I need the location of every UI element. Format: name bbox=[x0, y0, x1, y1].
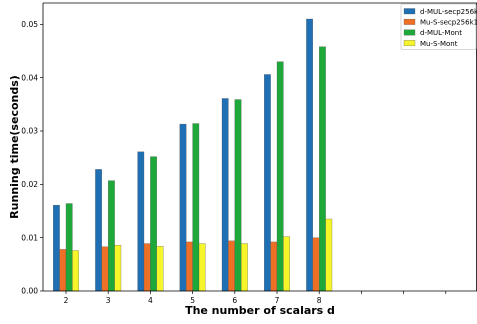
bars-layer bbox=[53, 18, 333, 292]
bar-mu-s-secp256k1-5 bbox=[186, 241, 193, 292]
bar-d-mul-secp256k-7 bbox=[264, 74, 271, 292]
bar-d-mul-mont-3 bbox=[108, 180, 115, 292]
legend-swatch bbox=[403, 29, 416, 36]
bar-mu-s-mont-7 bbox=[283, 236, 290, 292]
legend-swatch bbox=[403, 18, 416, 25]
x-tick-label: 7 bbox=[275, 296, 280, 305]
bar-mu-s-mont-6 bbox=[241, 243, 248, 292]
x-tick-label: 5 bbox=[190, 296, 195, 305]
bar-mu-s-secp256k1-2 bbox=[59, 249, 67, 292]
legend-swatch bbox=[403, 40, 416, 46]
bar-mu-s-mont-5 bbox=[198, 243, 206, 292]
bar-d-mul-secp256k-2 bbox=[53, 204, 60, 292]
bar-mu-s-secp256k1-8 bbox=[312, 237, 320, 292]
y-tick-label: 0.01 bbox=[21, 233, 38, 242]
bar-d-mul-mont-7 bbox=[276, 61, 284, 292]
y-tick-label: 0.04 bbox=[21, 73, 38, 82]
y-tick-label: 0.02 bbox=[21, 180, 38, 189]
bar-mu-s-secp256k1-6 bbox=[228, 240, 235, 292]
bar-d-mul-mont-4 bbox=[150, 156, 157, 292]
bar-d-mul-secp256k-8 bbox=[306, 18, 313, 292]
x-tick-label: 3 bbox=[106, 296, 111, 305]
bar-d-mul-secp256k-3 bbox=[95, 169, 102, 292]
x-axis-label: The number of scalars d bbox=[185, 304, 335, 317]
bar-d-mul-mont-2 bbox=[65, 203, 73, 292]
bar-d-mul-mont-5 bbox=[192, 123, 200, 292]
bar-mu-s-secp256k1-3 bbox=[101, 246, 109, 292]
legend-swatch bbox=[403, 8, 416, 15]
bar-mu-s-secp256k1-4 bbox=[143, 243, 151, 292]
x-tick-label: 8 bbox=[317, 296, 322, 305]
bar-d-mul-mont-6 bbox=[234, 99, 242, 292]
y-tick-label: 0.05 bbox=[21, 20, 38, 29]
legend-box bbox=[400, 3, 477, 50]
x-tick-label: 6 bbox=[232, 296, 237, 305]
bar-d-mul-secp256k-5 bbox=[179, 123, 187, 292]
legend-entry-label: Mu-S-Mont bbox=[420, 40, 458, 48]
bar-mu-s-mont-2 bbox=[72, 250, 79, 292]
legend-entry-label: d-MUL-Mont bbox=[420, 29, 462, 37]
bar-d-mul-mont-8 bbox=[319, 46, 326, 292]
legend-entry-label: Mu-S-secp256k1 bbox=[420, 19, 477, 27]
x-tick-label: 2 bbox=[64, 296, 69, 305]
ticks-layer: 2 3 4 5 6 7 8 0.00 0.01 0.02 0.03 0.04 0.05 bbox=[21, 20, 447, 305]
legend-entry-label: d-MUL-secp256k bbox=[420, 8, 477, 16]
bar-d-mul-secp256k-6 bbox=[221, 98, 229, 292]
bar-d-mul-secp256k-4 bbox=[137, 151, 145, 292]
bar-mu-s-mont-3 bbox=[114, 244, 122, 292]
x-tick-label: 4 bbox=[148, 296, 153, 305]
y-tick-label: 0.00 bbox=[21, 287, 38, 296]
bar-mu-s-mont-4 bbox=[156, 246, 164, 292]
legend: d-MUL-secp256k Mu-S-secp256k1 d-MUL-Mont Mu… bbox=[400, 3, 477, 50]
bar-mu-s-secp256k1-7 bbox=[270, 241, 278, 292]
bar-mu-s-mont-8 bbox=[325, 218, 333, 292]
y-tick-label: 0.03 bbox=[21, 127, 38, 136]
y-axis-label: Running time(seconds) bbox=[8, 75, 21, 219]
